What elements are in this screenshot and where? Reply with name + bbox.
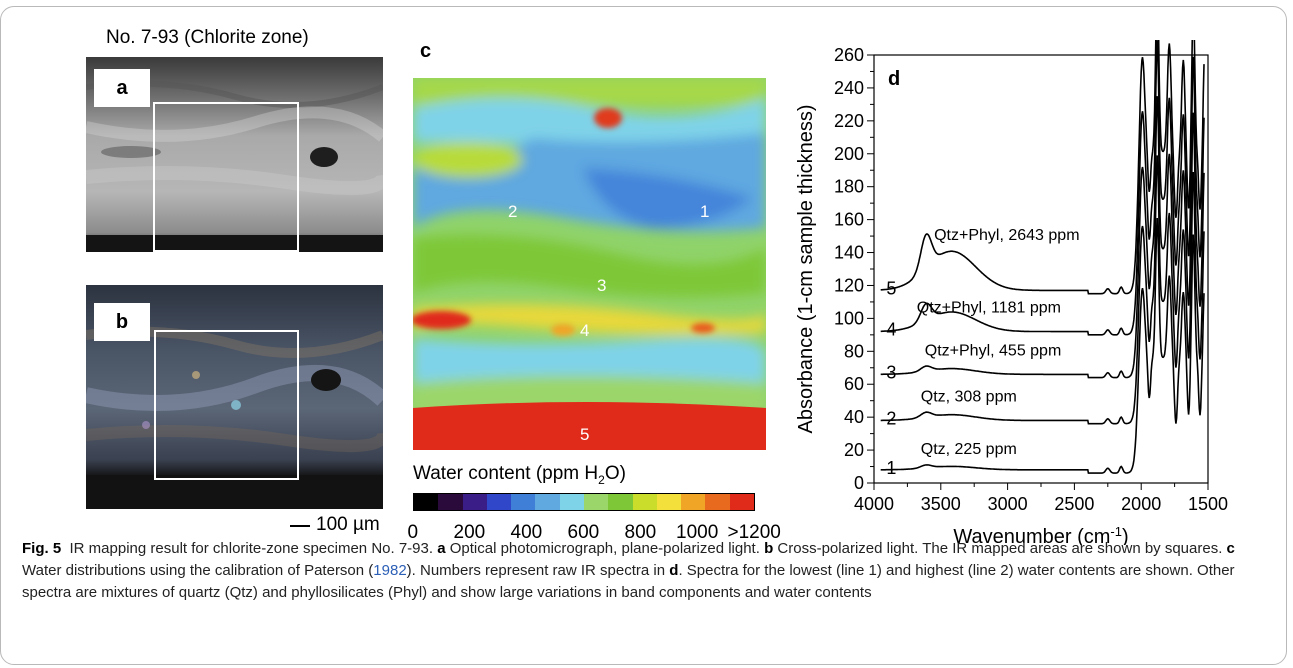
map-point-5: 5 — [580, 425, 590, 444]
panel-c-label: c — [420, 40, 432, 62]
spectrum-line-1 — [880, 217, 1205, 474]
figure-caption: Fig. 5 IR mapping result for chlorite-zo… — [22, 538, 1262, 604]
colorbar-segment — [535, 494, 560, 510]
colorbar-title-suffix: O) — [604, 463, 626, 484]
y-tick-label: 180 — [834, 177, 864, 197]
spectrum-label-5: Qtz+Phyl, 2643 ppm — [934, 227, 1079, 244]
y-tick-label: 0 — [854, 473, 864, 493]
colorbar-segment — [438, 494, 463, 510]
spectrum-number-5: 5 — [886, 278, 896, 298]
x-tick-label: 4000 — [854, 494, 894, 514]
water-content-map: 2 1 3 4 5 — [411, 78, 767, 450]
map-point-3: 3 — [597, 276, 607, 295]
photo-title: No. 7-93 (Chlorite zone) — [106, 27, 309, 48]
colorbar-segment — [486, 494, 512, 510]
caption-text-4: Water distributions using the calibratio… — [22, 562, 374, 579]
caption-d: d — [669, 562, 679, 579]
y-tick-label: 80 — [844, 341, 864, 361]
map-point-2: 2 — [508, 202, 518, 221]
spectrum-line-3 — [880, 96, 1205, 379]
mapped-area-square-a — [153, 102, 299, 252]
spectrum-line-5 — [880, 0, 1205, 295]
caption-a: a — [437, 540, 446, 557]
y-tick-label: 260 — [834, 45, 864, 65]
spectrum-line-2 — [880, 155, 1205, 425]
y-tick-label: 240 — [834, 78, 864, 98]
colorbar-segment — [462, 494, 487, 510]
colorbar-segment — [656, 494, 682, 510]
map-point-4: 4 — [580, 321, 590, 340]
scale-bar-label: 100 µm — [316, 514, 380, 535]
colorbar-segment — [608, 494, 633, 510]
y-tick-label: 160 — [834, 210, 864, 230]
spectrum-line-4 — [880, 40, 1205, 336]
caption-text-2: Optical photomicrograph, plane-polarized… — [449, 540, 760, 557]
colorbar-tick-label: 0 — [407, 522, 419, 543]
caption-text-1: IR mapping result for chlorite-zone spec… — [69, 540, 434, 557]
colorbar-segment — [705, 494, 730, 510]
y-tick-label: 140 — [834, 243, 864, 263]
colorbar-tick-label: 800 — [624, 522, 657, 543]
caption-text-6: . Spectra for the lowest (line 1) and hi… — [22, 562, 1235, 601]
y-tick-label: 120 — [834, 275, 864, 295]
photo-plane-polarized: a — [86, 57, 383, 252]
colorbar-segment — [559, 494, 584, 510]
x-tick-label: 1500 — [1188, 494, 1228, 514]
colorbar-segment — [681, 494, 706, 510]
caption-fig-label: Fig. 5 — [22, 540, 62, 557]
spectrum-number-2: 2 — [886, 408, 896, 428]
spectrum-label-2: Qtz, 308 ppm — [921, 388, 1017, 405]
spectrum-number-1: 1 — [886, 458, 896, 478]
colorbar-tick-label: 600 — [567, 522, 600, 543]
x-axis-label: Wavenumber (cm-1) — [953, 524, 1128, 546]
colorbar-segment — [729, 494, 754, 510]
colorbar-tick-label: 1000 — [676, 522, 719, 543]
caption-text-5: ). Numbers represent raw IR spectra in — [406, 562, 666, 579]
panel-b-label: b — [94, 303, 150, 341]
colorbar-tick-label: 200 — [453, 522, 486, 543]
y-tick-label: 220 — [834, 111, 864, 131]
spectrum-label-1: Qtz, 225 ppm — [921, 441, 1017, 458]
panel-d-label: d — [888, 68, 900, 90]
caption-c: c — [1226, 540, 1235, 557]
spectrum-number-4: 4 — [886, 320, 896, 340]
scale-bar — [290, 525, 310, 527]
photo-cross-polarized: b — [86, 285, 383, 509]
colorbar-title-sub: 2 — [598, 472, 605, 487]
x-tick-label: 3000 — [988, 494, 1028, 514]
y-tick-label: 100 — [834, 308, 864, 328]
spectrum-number-3: 3 — [886, 362, 896, 382]
colorbar-segment — [414, 494, 439, 510]
spectrum-label-3: Qtz+Phyl, 455 ppm — [925, 342, 1062, 359]
y-tick-label: 40 — [844, 407, 864, 427]
colorbar — [413, 493, 755, 511]
y-tick-label: 60 — [844, 374, 864, 394]
spectrum-label-4: Qtz+Phyl, 1181 ppm — [917, 300, 1061, 317]
x-tick-label: 2000 — [1121, 494, 1161, 514]
caption-b: b — [764, 540, 774, 557]
ir-spectra-chart: 0 20 40 60 80 100 120 140 160 180 200 220 240 260 4000… — [790, 0, 1290, 548]
y-tick-label: 20 — [844, 440, 864, 460]
colorbar-tick-label: 400 — [510, 522, 543, 543]
colorbar-segment — [511, 494, 536, 510]
map-point-1: 1 — [700, 202, 710, 221]
y-axis-label: Absorbance (1-cm sample thickness) — [795, 104, 817, 433]
y-tick-label: 200 — [834, 144, 864, 164]
caption-citation-link[interactable]: 1982 — [373, 562, 407, 579]
colorbar-title-prefix: Water content (ppm H — [413, 463, 599, 484]
caption-text-3: Cross-polarized light. The IR mapped are… — [777, 540, 1223, 557]
panel-a-label: a — [94, 69, 150, 107]
x-axis-label-end: ) — [1122, 526, 1129, 545]
colorbar-segment — [583, 494, 609, 510]
colorbar-segment — [632, 494, 657, 510]
x-axis-label-sup: -1 — [1110, 524, 1122, 539]
colorbar-tick-label: >1200 — [727, 522, 781, 543]
colorbar-ticks: 0 200 400 600 800 1000 >1200 — [400, 522, 781, 546]
x-tick-label: 2500 — [1054, 494, 1094, 514]
mapped-area-square-b — [154, 330, 299, 480]
x-tick-label: 3500 — [921, 494, 961, 514]
colorbar-title: Water content (ppm H2O) — [413, 463, 626, 487]
